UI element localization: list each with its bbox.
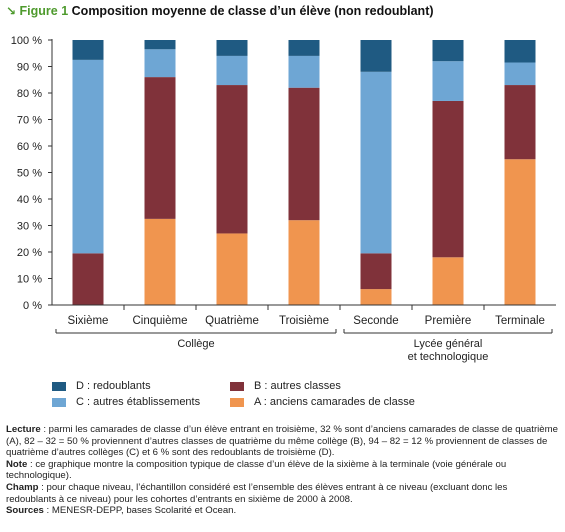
y-tick-label: 30 % [17,221,42,233]
bar-segment-seconde-1 [360,253,392,290]
bar-segment-terminale-1 [504,85,536,160]
bar-segment-quatrième-2 [216,55,248,86]
y-tick-label: 0 % [23,300,42,312]
legend-item-d: D : redoublants [52,380,151,392]
note-champ: Champ : pour chaque niveau, l’échantillo… [6,481,508,505]
legend-item-a: A : anciens camarades de classe [230,396,415,408]
arrow-icon: ↘ [6,4,17,18]
bar-segment-seconde-0 [360,289,392,305]
legend: D : redoublants B : autres classes C : a… [52,380,472,410]
legend-item-b: B : autres classes [230,380,341,392]
y-tick-label: 80 % [17,88,42,100]
y-tick-label: 100 % [11,35,42,47]
figure-title: ↘ Figure 1 Composition moyenne de classe… [6,4,434,18]
bar-segment-sixième-3 [72,40,104,60]
bar-segment-cinquième-2 [144,49,176,78]
y-tick-label: 10 % [17,274,42,286]
y-tick-label: 50 % [17,168,42,180]
bar-segment-sixième-1 [72,253,104,305]
bar-segment-première-3 [432,40,464,62]
group-label-1-line-0: Lycée général [414,338,483,350]
bar-segment-troisième-0 [288,220,320,305]
group-label-1-line-1: et technologique [408,351,489,363]
figure-label: Figure 1 [19,4,69,18]
legend-label-d: D : redoublants [76,380,151,392]
legend-label-a: A : anciens camarades de classe [254,396,415,408]
bar-segment-première-1 [432,100,464,258]
bar-segment-seconde-2 [360,71,392,254]
x-tick-label: Sixième [68,315,109,327]
legend-swatch-a [230,397,244,407]
bar-segment-seconde-3 [360,40,392,72]
x-tick-label: Quatrième [205,315,259,327]
bar-segment-première-0 [432,257,464,305]
bar-segment-première-2 [432,61,464,101]
legend-swatch-b [230,381,244,391]
note-lecture: Lecture : parmi les camarades de classe … [6,424,558,459]
bar-segment-terminale-0 [504,159,536,305]
bar-segment-terminale-2 [504,62,536,86]
note-note: Note : ce graphique montre la compositio… [6,458,507,482]
legend-swatch-c [52,397,66,407]
x-tick-label: Première [425,315,472,327]
bar-segment-cinquième-1 [144,77,176,219]
y-tick-label: 90 % [17,62,42,74]
y-tick-label: 60 % [17,141,42,153]
x-tick-label: Troisième [279,315,329,327]
legend-swatch-d [52,381,66,391]
bar-segment-quatrième-0 [216,233,248,305]
figure-title-text: Composition moyenne de classe d’un élève… [71,4,434,18]
bar-segment-troisième-3 [288,40,320,56]
notes: Lecture : parmi les camarades de classe … [6,424,559,517]
y-tick-label: 70 % [17,115,42,127]
bar-segment-sixième-2 [72,59,104,254]
group-label-0: Collège [177,338,214,350]
x-tick-label: Terminale [495,315,545,327]
bar-segment-quatrième-1 [216,85,248,234]
legend-label-b: B : autres classes [254,380,341,392]
legend-item-c: C : autres établissements [52,396,200,408]
x-tick-label: Cinquième [133,315,188,327]
bar-segment-troisième-1 [288,87,320,221]
bar-segment-troisième-2 [288,55,320,88]
legend-label-c: C : autres établissements [76,396,201,408]
note-sources: Sources : MENESR-DEPP, bases Scolarité e… [6,505,237,517]
y-tick-label: 20 % [17,247,42,259]
stacked-bar-chart: 0 % 10 % 20 % 30 % 40 % 50 % 60 % 70 % 80 % 90 % 1… [11,35,556,363]
bar-segment-terminale-3 [504,40,536,63]
bar-segment-cinquième-0 [144,218,176,305]
bar-segment-quatrième-3 [216,40,248,56]
x-tick-label: Seconde [353,315,398,327]
bar-segment-cinquième-3 [144,40,176,50]
y-tick-label: 40 % [17,194,42,206]
